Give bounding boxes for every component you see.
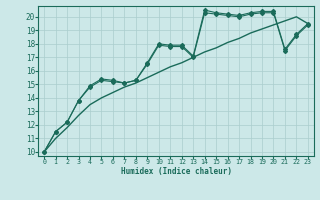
X-axis label: Humidex (Indice chaleur): Humidex (Indice chaleur) xyxy=(121,167,231,176)
